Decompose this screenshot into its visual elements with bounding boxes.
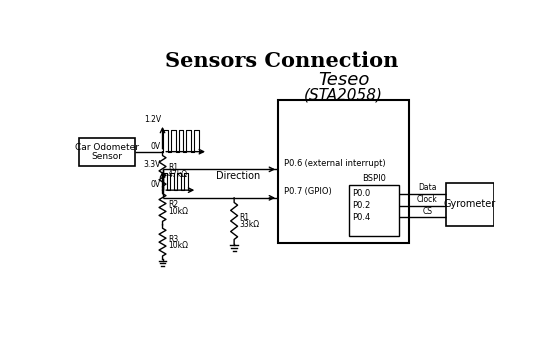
Text: R1: R1 — [168, 163, 178, 172]
Text: Data: Data — [418, 183, 437, 192]
Text: R3: R3 — [168, 234, 178, 243]
Text: (STA2058): (STA2058) — [304, 88, 383, 103]
Text: 10kΩ: 10kΩ — [168, 207, 188, 216]
Bar — [446, 183, 494, 225]
Text: Direction: Direction — [216, 171, 260, 181]
Text: 1.2V: 1.2V — [144, 115, 161, 124]
Text: Car Odometer: Car Odometer — [75, 143, 139, 151]
Text: Sensor: Sensor — [92, 152, 123, 161]
Text: 3.3V: 3.3V — [144, 160, 161, 169]
Bar — [278, 100, 409, 243]
Text: 0V: 0V — [151, 142, 161, 151]
Text: 47kΩ: 47kΩ — [168, 170, 188, 179]
Text: Clock: Clock — [417, 195, 438, 204]
Text: R2: R2 — [168, 200, 178, 209]
Bar — [79, 138, 135, 165]
Text: 0V: 0V — [151, 180, 161, 190]
Text: 33kΩ: 33kΩ — [240, 220, 260, 229]
Text: P0.4: P0.4 — [352, 213, 370, 222]
Text: Sensors Connection: Sensors Connection — [165, 51, 399, 71]
Text: P0.2: P0.2 — [352, 201, 370, 210]
Text: BSPI0: BSPI0 — [362, 174, 386, 183]
Text: Gyrometer: Gyrometer — [444, 199, 496, 209]
Bar — [349, 185, 399, 236]
Text: P0.0: P0.0 — [352, 190, 370, 199]
Text: P0.7 (GPIO): P0.7 (GPIO) — [284, 187, 332, 196]
Text: Teseo: Teseo — [318, 71, 369, 89]
Text: P0.6 (external interrupt): P0.6 (external interrupt) — [284, 159, 386, 168]
Text: 10kΩ: 10kΩ — [168, 242, 188, 251]
Text: CS: CS — [422, 206, 432, 215]
Text: R1: R1 — [240, 213, 250, 222]
